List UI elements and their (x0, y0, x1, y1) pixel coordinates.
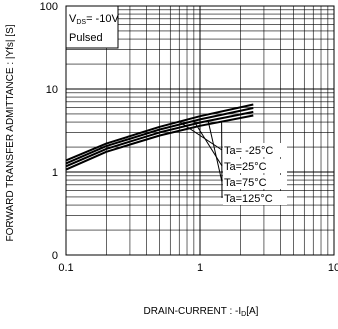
y-tick-label: 100 (40, 1, 58, 13)
conditions-box (65, 5, 119, 49)
series-leader-1 (193, 120, 223, 167)
conditions-pulsed: Pulsed (69, 32, 103, 44)
conditions-vds: VDS= -10V (69, 13, 119, 26)
series-leader-2 (207, 120, 223, 183)
x-tick-label: 1 (197, 262, 203, 274)
x-axis-title-main: DRAIN-CURRENT : -I (144, 306, 242, 317)
series-label-bg-1 (223, 159, 287, 173)
series-line-2 (65, 110, 254, 168)
y-tick-label: 10 (46, 84, 58, 96)
vds-value: = -10V (86, 13, 119, 25)
series-label-bg-0 (223, 143, 287, 157)
series-label-3: Ta=125°C (224, 193, 273, 205)
x-tick-label: 10 (328, 262, 338, 274)
series-line-3 (65, 114, 254, 171)
vds-symbol: V (69, 13, 77, 25)
series-label-bg-3 (223, 191, 287, 205)
y-tick-label: 0 (52, 250, 58, 262)
y-tick-label: 1 (52, 167, 58, 179)
series-lines (65, 103, 254, 171)
x-axis-title: DRAIN-CURRENT : -ID[A] (144, 306, 259, 318)
y-axis-title: FORWARD TRANSFER ADMITTANCE : |Yfs| [S] (5, 24, 16, 241)
series-label-bg-2 (223, 175, 287, 189)
series-label-2: Ta=75°C (224, 177, 267, 189)
x-axis-title-sub: D (241, 311, 246, 318)
vds-subscript: DS (76, 19, 86, 26)
x-tick-label: 0.1 (58, 262, 73, 274)
series-leader-0 (178, 121, 223, 151)
series-label-1: Ta=25°C (224, 161, 267, 173)
series-label-0: Ta= -25°C (224, 145, 273, 157)
series-line-0 (65, 103, 254, 162)
series-label-leaders: Ta= -25°C Ta=25°C Ta=75°C Ta=125°C (178, 120, 287, 205)
x-axis-title-unit: [A] (246, 306, 258, 317)
series-line-1 (65, 107, 254, 165)
